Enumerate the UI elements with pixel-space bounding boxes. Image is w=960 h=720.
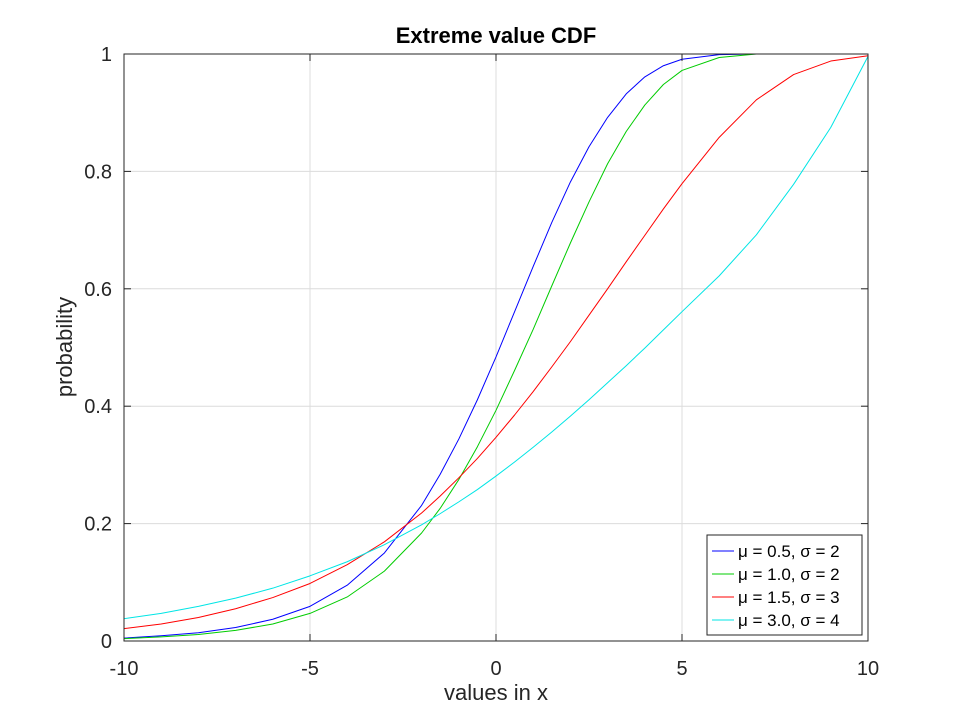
x-tick-label: 10 <box>857 658 879 680</box>
series-line-2 <box>123 53 868 640</box>
legend-label: μ = 0.5, σ = 2 <box>738 542 840 561</box>
x-tick-label: 0 <box>490 658 501 680</box>
legend-label: μ = 1.5, σ = 3 <box>738 588 840 607</box>
legend-label: μ = 1.0, σ = 2 <box>738 565 840 584</box>
y-axis-label: probability <box>52 297 77 397</box>
x-tick-label: -10 <box>110 658 139 680</box>
y-tick-label: 1 <box>101 44 112 66</box>
x-tick-label: 5 <box>676 658 687 680</box>
legend-label: μ = 3.0, σ = 4 <box>738 611 840 630</box>
y-tick-label: 0.2 <box>84 514 112 536</box>
legend-box <box>706 534 863 636</box>
grid <box>124 54 868 641</box>
x-tick-label: -5 <box>301 658 319 680</box>
y-tick-label: 0.6 <box>84 279 112 301</box>
series-line-1 <box>123 53 868 639</box>
y-tick-label: 0 <box>101 631 112 653</box>
y-tick-label: 0.4 <box>84 396 112 418</box>
series-line-3 <box>123 55 869 630</box>
series-lines <box>123 53 869 640</box>
legend: μ = 0.5, σ = 2 μ = 1.0, σ = 2 μ = 1.5, σ =… <box>706 534 863 636</box>
y-tick-label: 0.8 <box>84 161 112 183</box>
chart-title: Extreme value CDF <box>396 23 597 48</box>
ticks: -10 -5 0 5 10 0 0.2 0.4 0.6 0.8 1 <box>84 44 879 680</box>
series-line-4 <box>123 56 869 620</box>
x-axis-label: values in x <box>444 680 548 705</box>
